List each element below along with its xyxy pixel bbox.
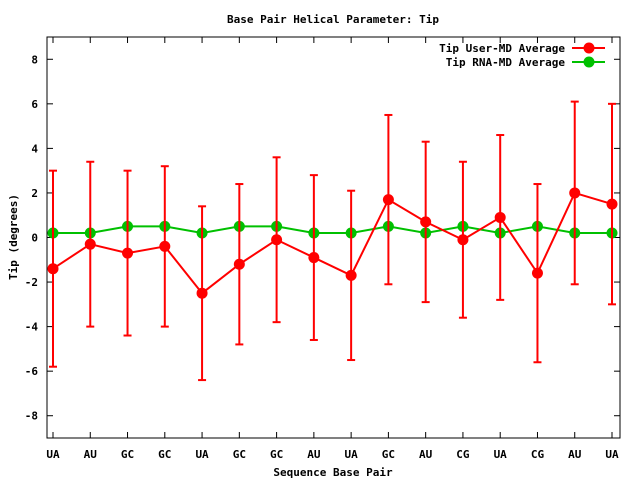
x-tick-label: UA <box>195 448 209 461</box>
legend-label: Tip User-MD Average <box>439 42 565 55</box>
y-tick-label: -6 <box>25 365 39 378</box>
y-tick-label: 2 <box>31 187 38 200</box>
data-point <box>457 234 469 246</box>
x-axis-label: Sequence Base Pair <box>273 466 393 479</box>
legend-marker <box>583 42 595 54</box>
x-tick-label: AU <box>307 448 321 461</box>
x-tick-label: UA <box>605 448 619 461</box>
x-tick-label: AU <box>84 448 98 461</box>
series-line <box>53 225 612 235</box>
x-tick-label: CG <box>456 448 470 461</box>
x-tick-label: UA <box>46 448 60 461</box>
data-point <box>233 258 245 270</box>
series-0 <box>47 100 618 382</box>
plot-border <box>46 36 621 439</box>
legend-label: Tip RNA-MD Average <box>446 56 566 69</box>
data-point <box>382 194 394 206</box>
chart-title: Base Pair Helical Parameter: Tip <box>227 13 439 26</box>
data-point <box>420 216 432 228</box>
x-tick-label: GC <box>270 448 283 461</box>
series-1 <box>47 220 618 239</box>
series-line <box>52 191 613 295</box>
data-point <box>122 247 134 259</box>
y-axis-label: Tip (degrees) <box>7 194 20 280</box>
y-tick-label: 0 <box>31 232 38 245</box>
data-point <box>47 263 59 275</box>
data-point <box>494 211 506 223</box>
x-tick-label: CG <box>531 448 545 461</box>
y-tick-label: -2 <box>25 276 38 289</box>
y-tick-label: 4 <box>31 142 38 155</box>
y-tick-label: 8 <box>31 53 38 66</box>
data-point <box>271 234 283 246</box>
x-tick-label: GC <box>121 448 134 461</box>
legend-marker <box>583 56 595 68</box>
x-tick-label: AU <box>419 448 433 461</box>
x-tick-label: UA <box>345 448 359 461</box>
data-point <box>308 252 320 264</box>
y-axis: -8 -6 -4 -2 0 2 4 6 8 <box>25 53 620 423</box>
y-tick-label: -4 <box>25 321 39 334</box>
x-tick-label: GC <box>158 448 171 461</box>
data-point <box>569 187 581 199</box>
y-tick-label: -8 <box>25 410 38 423</box>
data-point <box>531 267 543 279</box>
data-point <box>345 269 357 281</box>
series-layer <box>47 100 618 382</box>
x-tick-label: GC <box>382 448 395 461</box>
y-tick-label: 6 <box>31 98 38 111</box>
x-tick-label: GC <box>233 448 246 461</box>
data-point <box>84 238 96 250</box>
data-point <box>159 240 171 252</box>
data-point <box>196 287 208 299</box>
x-tick-label: UA <box>494 448 508 461</box>
x-axis: UA AU GC GC UA GC GC AU UA GC AU CG UA CG AU UA <box>46 37 619 461</box>
x-tick-label: AU <box>568 448 582 461</box>
data-point <box>606 198 618 210</box>
plot-frame <box>46 36 621 439</box>
